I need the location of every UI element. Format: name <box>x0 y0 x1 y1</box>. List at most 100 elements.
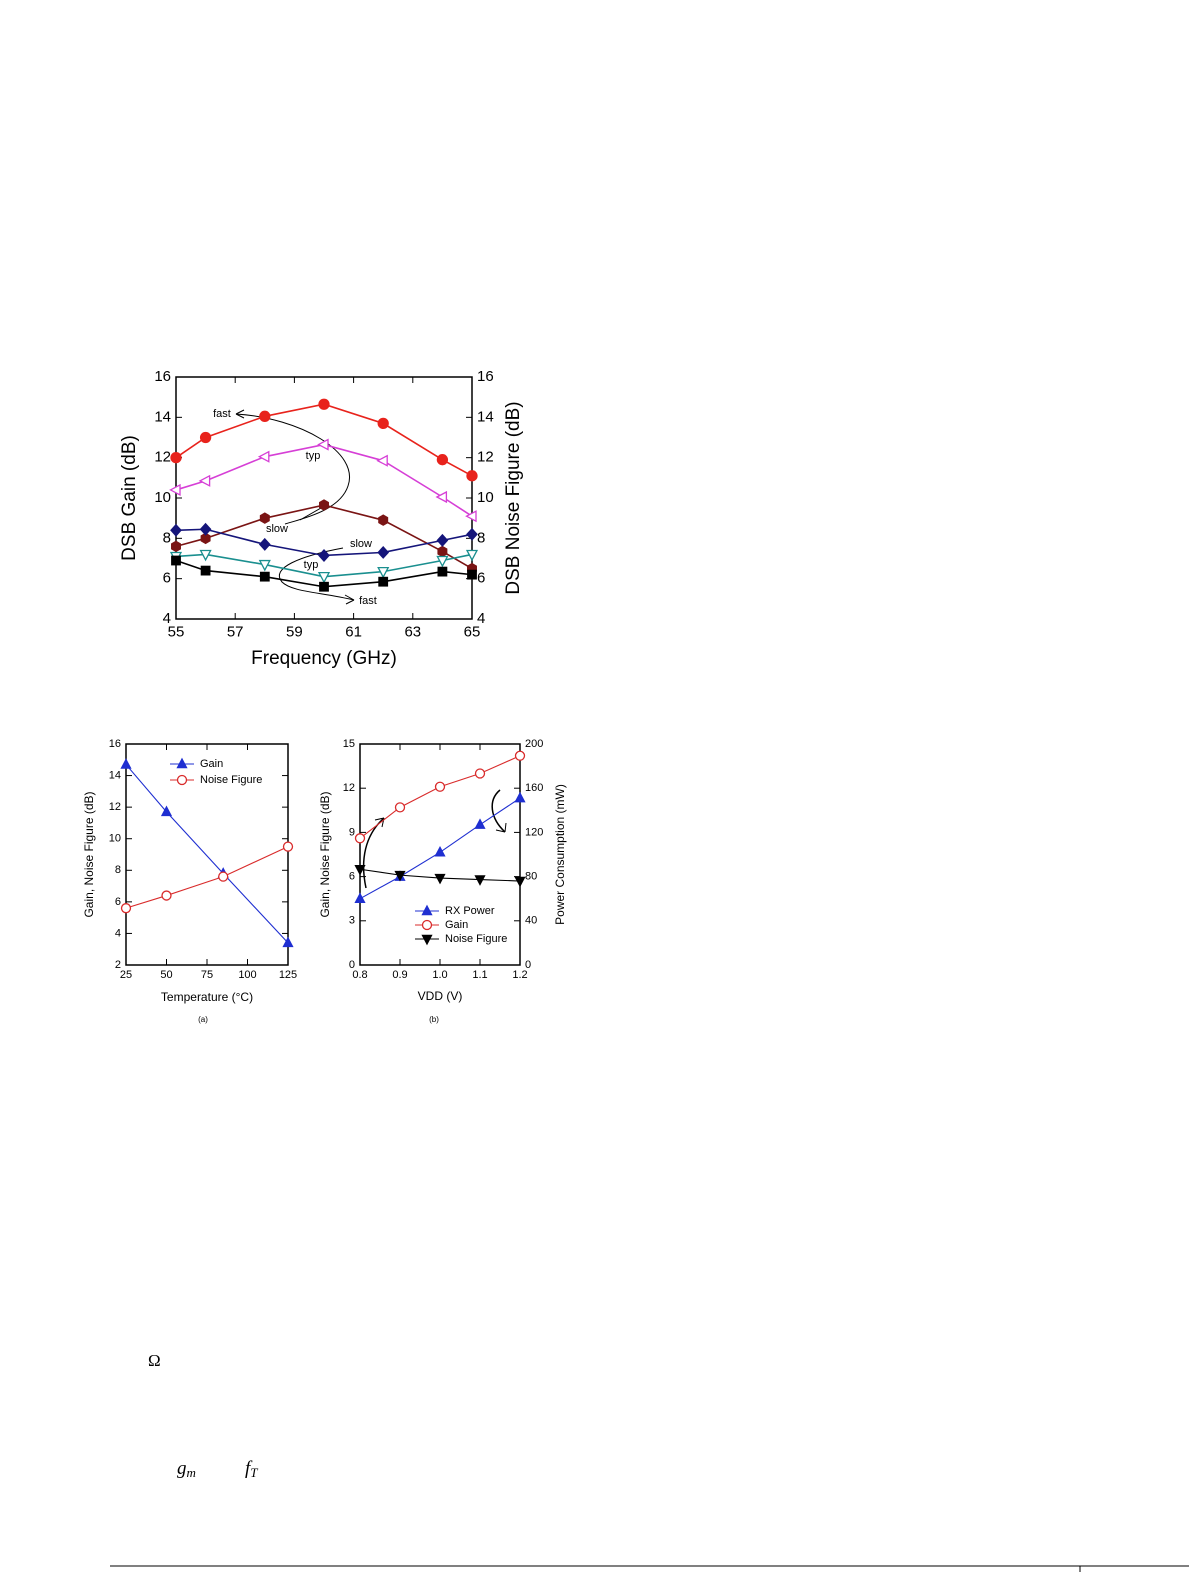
arrow-head <box>344 594 355 605</box>
chart: 25 50 75 100 125 2 4 6 8 10 12 14 16 Temperature (°C)… <box>82 738 297 1024</box>
x-tick-label: 59 <box>286 623 303 640</box>
marker <box>160 805 173 817</box>
y-tick-label: 14 <box>109 769 121 781</box>
series-line <box>125 846 289 909</box>
chart: 55 57 59 61 63 654681012141646810121416Freque… <box>119 368 524 669</box>
y2-tick-label: 14 <box>477 408 494 425</box>
marker <box>282 841 294 852</box>
marker <box>319 499 329 511</box>
marker <box>161 890 172 901</box>
y-tick-label: 9 <box>349 826 355 838</box>
arrow <box>362 817 385 889</box>
marker <box>514 876 526 888</box>
y2-tick-label: 0 <box>525 959 531 971</box>
marker <box>282 936 294 948</box>
caption: (a) <box>198 1015 208 1024</box>
marker <box>317 572 331 584</box>
y2-tick-label: 4 <box>477 610 485 627</box>
marker <box>394 870 406 882</box>
marker <box>259 571 270 582</box>
marker <box>436 533 449 547</box>
annotation: fast <box>359 595 377 607</box>
marker <box>257 450 270 463</box>
marker <box>437 566 448 577</box>
marker <box>169 483 181 497</box>
marker <box>199 549 212 562</box>
x-tick-label: 125 <box>279 969 297 981</box>
y-tick-label: 16 <box>109 738 121 750</box>
x-tick-label: 25 <box>120 969 132 981</box>
marker <box>434 781 446 792</box>
marker <box>171 555 181 566</box>
y-tick-label: 3 <box>349 915 355 927</box>
legend-marker <box>176 757 188 769</box>
symbol-base: g <box>177 1458 187 1479</box>
marker <box>319 581 329 592</box>
x-tick-label: 100 <box>238 969 256 981</box>
y-axis-label: Gain, Noise Figure (dB) <box>318 791 332 917</box>
y2-tick-label: 12 <box>477 449 494 466</box>
marker <box>259 512 270 524</box>
annotation: fast <box>213 408 231 420</box>
y-tick-label: 14 <box>154 408 171 425</box>
y2-tick-label: 120 <box>525 826 543 838</box>
x-tick-label: 61 <box>345 623 362 640</box>
x-tick-label: 55 <box>168 623 185 640</box>
marker <box>436 454 449 466</box>
y-tick-label: 8 <box>163 529 171 546</box>
marker <box>474 768 486 779</box>
legend-marker <box>421 934 433 946</box>
marker <box>435 490 448 504</box>
y-tick-label: 12 <box>154 449 171 466</box>
y-tick-label: 0 <box>349 959 355 971</box>
y2-tick-label: 6 <box>477 570 485 587</box>
marker <box>466 527 478 541</box>
caption: (b) <box>429 1015 439 1024</box>
marker <box>199 431 212 444</box>
y-axis-label: DSB Gain (dB) <box>119 435 140 561</box>
legend-label: RX Power <box>445 905 495 917</box>
y2-tick-label: 10 <box>477 489 494 506</box>
y-tick-label: 8 <box>115 864 121 876</box>
x-tick-label: 0.8 <box>352 969 367 981</box>
x-tick-label: 0.9 <box>392 969 407 981</box>
x-tick-label: 50 <box>160 969 172 981</box>
y-tick-label: 2 <box>115 959 121 971</box>
marker <box>170 523 182 537</box>
marker <box>199 522 212 536</box>
x-axis-label: VDD (V) <box>418 989 463 1003</box>
marker <box>377 417 389 430</box>
marker <box>258 537 271 551</box>
x-tick-label: 1.0 <box>432 969 447 981</box>
series-line <box>359 755 521 839</box>
marker <box>466 470 478 482</box>
x-axis-label: Frequency (GHz) <box>251 648 397 669</box>
y-tick-label: 4 <box>163 610 171 627</box>
marker <box>467 569 477 580</box>
marker <box>465 510 477 523</box>
marker <box>120 903 132 914</box>
arrow-head <box>495 822 507 833</box>
marker <box>377 545 390 559</box>
marker <box>514 750 526 761</box>
y2-tick-label: 16 <box>477 368 494 385</box>
y-axis-label: Gain, Noise Figure (dB) <box>82 791 96 917</box>
y-tick-label: 12 <box>109 801 121 813</box>
legend-marker <box>421 919 433 931</box>
x-tick-label: 65 <box>464 623 481 640</box>
y-tick-label: 10 <box>109 833 121 845</box>
y2-tick-label: 160 <box>525 782 543 794</box>
y2-axis-label: Power Consumption (mW) <box>553 784 567 925</box>
legend-label: Gain <box>200 758 223 770</box>
annotation: typ <box>304 559 319 571</box>
marker <box>376 454 388 467</box>
marker <box>318 549 330 562</box>
arrow-head <box>235 409 245 419</box>
chart: 0.8 0.9 1.0 1.1 1.20369121504080120160200VDD… <box>318 738 567 1024</box>
arrow <box>235 413 350 525</box>
symbol: Ω <box>148 1351 161 1370</box>
marker <box>436 555 449 568</box>
marker <box>514 791 526 803</box>
x-tick-label: 75 <box>201 969 213 981</box>
